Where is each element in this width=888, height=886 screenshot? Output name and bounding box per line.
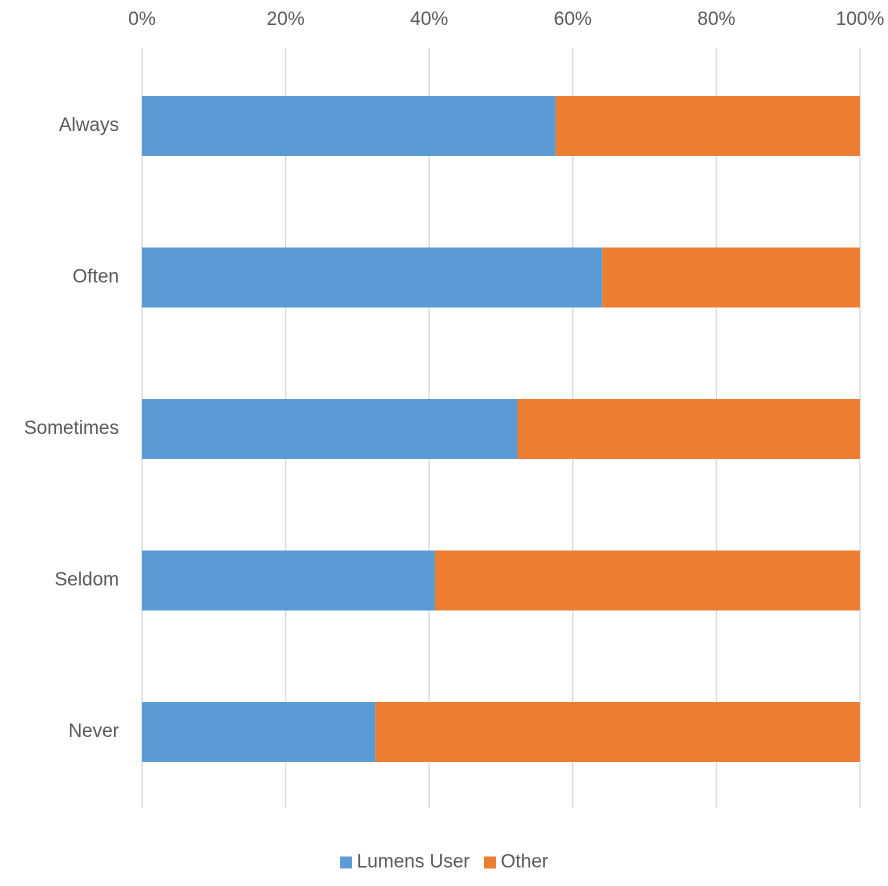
legend-item-lumens-user: Lumens User: [339, 851, 470, 873]
bar-other-always: [555, 96, 860, 156]
bar-lumens-user-sometimes: [142, 399, 518, 459]
legend-swatch-lumens-user: [339, 856, 352, 868]
bar-lumens-user-always: [142, 96, 556, 156]
legend-swatch-other: [483, 856, 496, 868]
x-tick-label: 0%: [128, 9, 156, 30]
category-label-seldom: Seldom: [55, 570, 119, 591]
category-label-never: Never: [68, 721, 119, 742]
category-label-sometimes: Sometimes: [24, 418, 119, 439]
bar-other-sometimes: [517, 399, 860, 459]
legend: Lumens User Other: [0, 853, 888, 872]
legend-label-lumens-user: Lumens User: [356, 851, 470, 873]
legend-item-other: Other: [483, 851, 549, 873]
bar-other-seldom: [434, 550, 860, 611]
category-label-often: Often: [73, 267, 119, 288]
category-label-always: Always: [59, 115, 119, 136]
x-tick-label: 60%: [554, 9, 592, 30]
x-tick-label: 20%: [267, 9, 305, 30]
bar-lumens-user-never: [142, 702, 376, 762]
bar-lumens-user-often: [142, 247, 603, 308]
bar-other-often: [602, 247, 860, 308]
legend-label-other: Other: [500, 851, 549, 873]
bar-other-never: [375, 702, 860, 762]
x-tick-label: 80%: [697, 9, 735, 30]
x-tick-label: 40%: [410, 9, 448, 30]
x-tick-label: 100%: [836, 9, 885, 30]
bar-lumens-user-seldom: [142, 550, 435, 611]
